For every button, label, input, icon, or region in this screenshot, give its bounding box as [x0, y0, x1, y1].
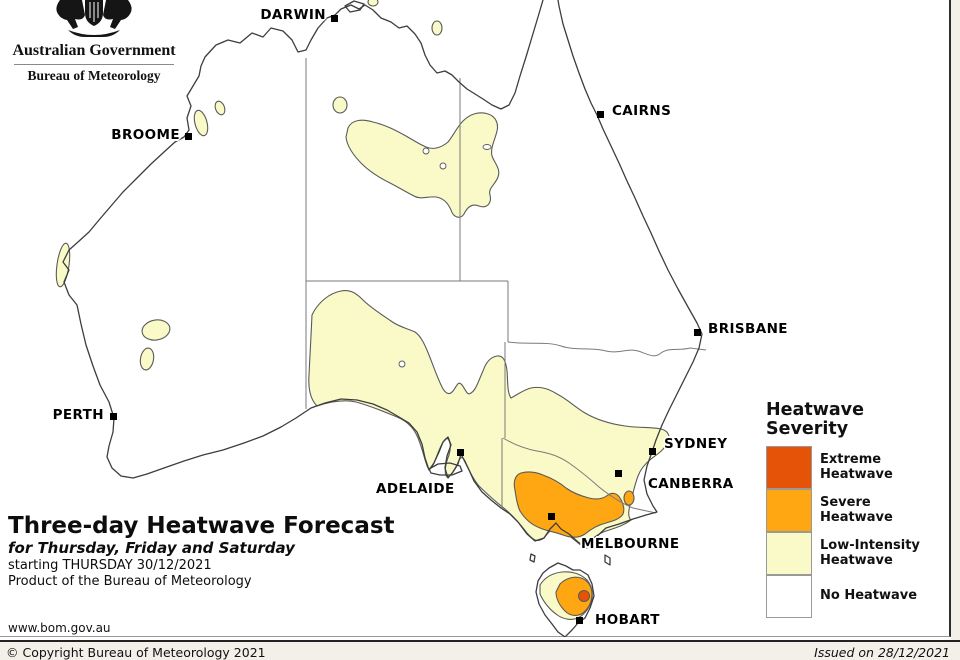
- legend-item-low: Low-Intensity Heatwave: [766, 531, 948, 575]
- frame-gap: [0, 637, 951, 640]
- issued-date: Issued on 28/12/2021: [814, 645, 950, 660]
- mainland-coastline: [62, 0, 703, 549]
- heatwave-low-blob: [367, 0, 379, 7]
- government-title: Australian Government: [12, 42, 176, 59]
- flinders-island: [604, 554, 611, 566]
- heatwave-low-blob: [193, 109, 209, 137]
- king-island: [529, 553, 536, 563]
- city-marker-adelaide: [457, 449, 464, 456]
- legend-item-extreme: Extreme Heatwave: [766, 445, 948, 489]
- forecast-subtitle: for Thursday, Friday and Saturday: [8, 539, 295, 558]
- heatwave-low-blob: [141, 319, 171, 341]
- heatwave-low-holes: [398, 144, 492, 368]
- australia-map-svg: [55, 0, 707, 637]
- city-label-adelaide: ADELAIDE: [376, 481, 455, 497]
- heatwave-severe-tasmania: [555, 576, 593, 616]
- heatwave-severity-legend: Heatwave Severity Extreme Heatwave Severe…: [766, 401, 948, 618]
- heatwave-extreme-regions: [578, 590, 590, 602]
- legend-item-none: No Heatwave: [766, 574, 948, 618]
- forecast-start-date: starting THURSDAY 30/12/2021: [8, 558, 212, 574]
- heatwave-severe-victoria: [513, 471, 625, 538]
- heatwave-low-nt-qld-blob: [345, 112, 500, 218]
- heatwave-severe-coastal-blob: [623, 490, 635, 506]
- city-marker-melbourne: [548, 513, 555, 520]
- copyright-text: © Copyright Bureau of Meteorology 2021: [6, 645, 266, 660]
- city-label-melbourne: MELBOURNE: [581, 536, 680, 552]
- bom-url: www.bom.gov.au: [8, 621, 111, 635]
- legend-item-severe: Severe Heatwave: [766, 488, 948, 532]
- legend-swatch-low: [766, 531, 812, 575]
- city-marker-broome: [185, 133, 192, 140]
- city-label-darwin: DARWIN: [260, 7, 326, 23]
- legend-label-none: No Heatwave: [820, 588, 918, 604]
- city-marker-canberra: [615, 470, 622, 477]
- city-marker-darwin: [331, 15, 338, 22]
- heatwave-low-blob: [431, 20, 443, 36]
- forecast-product-line: Product of the Bureau of Meteorology: [8, 574, 252, 590]
- city-label-hobart: HOBART: [595, 612, 660, 628]
- legend-label-severe: Severe Heatwave: [820, 495, 893, 525]
- heatwave-low-blob: [332, 96, 348, 114]
- legend-label-low: Low-Intensity Heatwave: [820, 538, 920, 568]
- heatwave-low-blob: [139, 347, 155, 371]
- city-marker-cairns: [597, 111, 604, 118]
- legend-label-extreme: Extreme Heatwave: [820, 452, 893, 482]
- city-label-sydney: SYDNEY: [664, 436, 728, 452]
- title-block: Three-day Heatwave Forecast for Thursday…: [8, 513, 395, 591]
- legend-title: Heatwave Severity: [766, 400, 864, 439]
- city-label-perth: PERTH: [52, 407, 104, 423]
- bom-logo: Australian Government Bureau of Meteorol…: [8, 0, 180, 84]
- legend-swatch-severe: [766, 488, 812, 532]
- state-borders: [305, 58, 707, 514]
- footer-bar: © Copyright Bureau of Meteorology 2021 I…: [0, 640, 960, 660]
- city-marker-sydney: [649, 448, 656, 455]
- kangaroo-island: [428, 462, 463, 476]
- tiwi-islands: [344, 0, 365, 13]
- city-marker-perth: [110, 413, 117, 420]
- city-label-broome: BROOME: [111, 127, 180, 143]
- heatwave-severe-regions: [513, 471, 635, 616]
- heatwave-low-blob: [214, 100, 226, 116]
- bureau-title: Bureau of Meteorology: [27, 67, 161, 83]
- legend-swatch-none: [766, 574, 812, 618]
- legend-items: Extreme Heatwave Severe Heatwave Low-Inten…: [766, 445, 948, 618]
- heatwave-extreme-tasmania: [578, 590, 590, 602]
- legend-swatch-extreme: [766, 445, 812, 489]
- city-marker-brisbane: [694, 329, 701, 336]
- map-area: DARWIN BROOME CAIRNS BRISBANE PERTH SYDNEY CAN…: [0, 0, 951, 637]
- city-label-canberra: CANBERRA: [648, 476, 734, 492]
- city-label-cairns: CAIRNS: [612, 103, 672, 119]
- city-label-brisbane: BRISBANE: [708, 321, 788, 337]
- city-marker-hobart: [576, 617, 583, 624]
- logo-divider: [14, 63, 174, 65]
- coat-of-arms-icon: [56, 0, 132, 37]
- forecast-title: Three-day Heatwave Forecast: [8, 513, 395, 539]
